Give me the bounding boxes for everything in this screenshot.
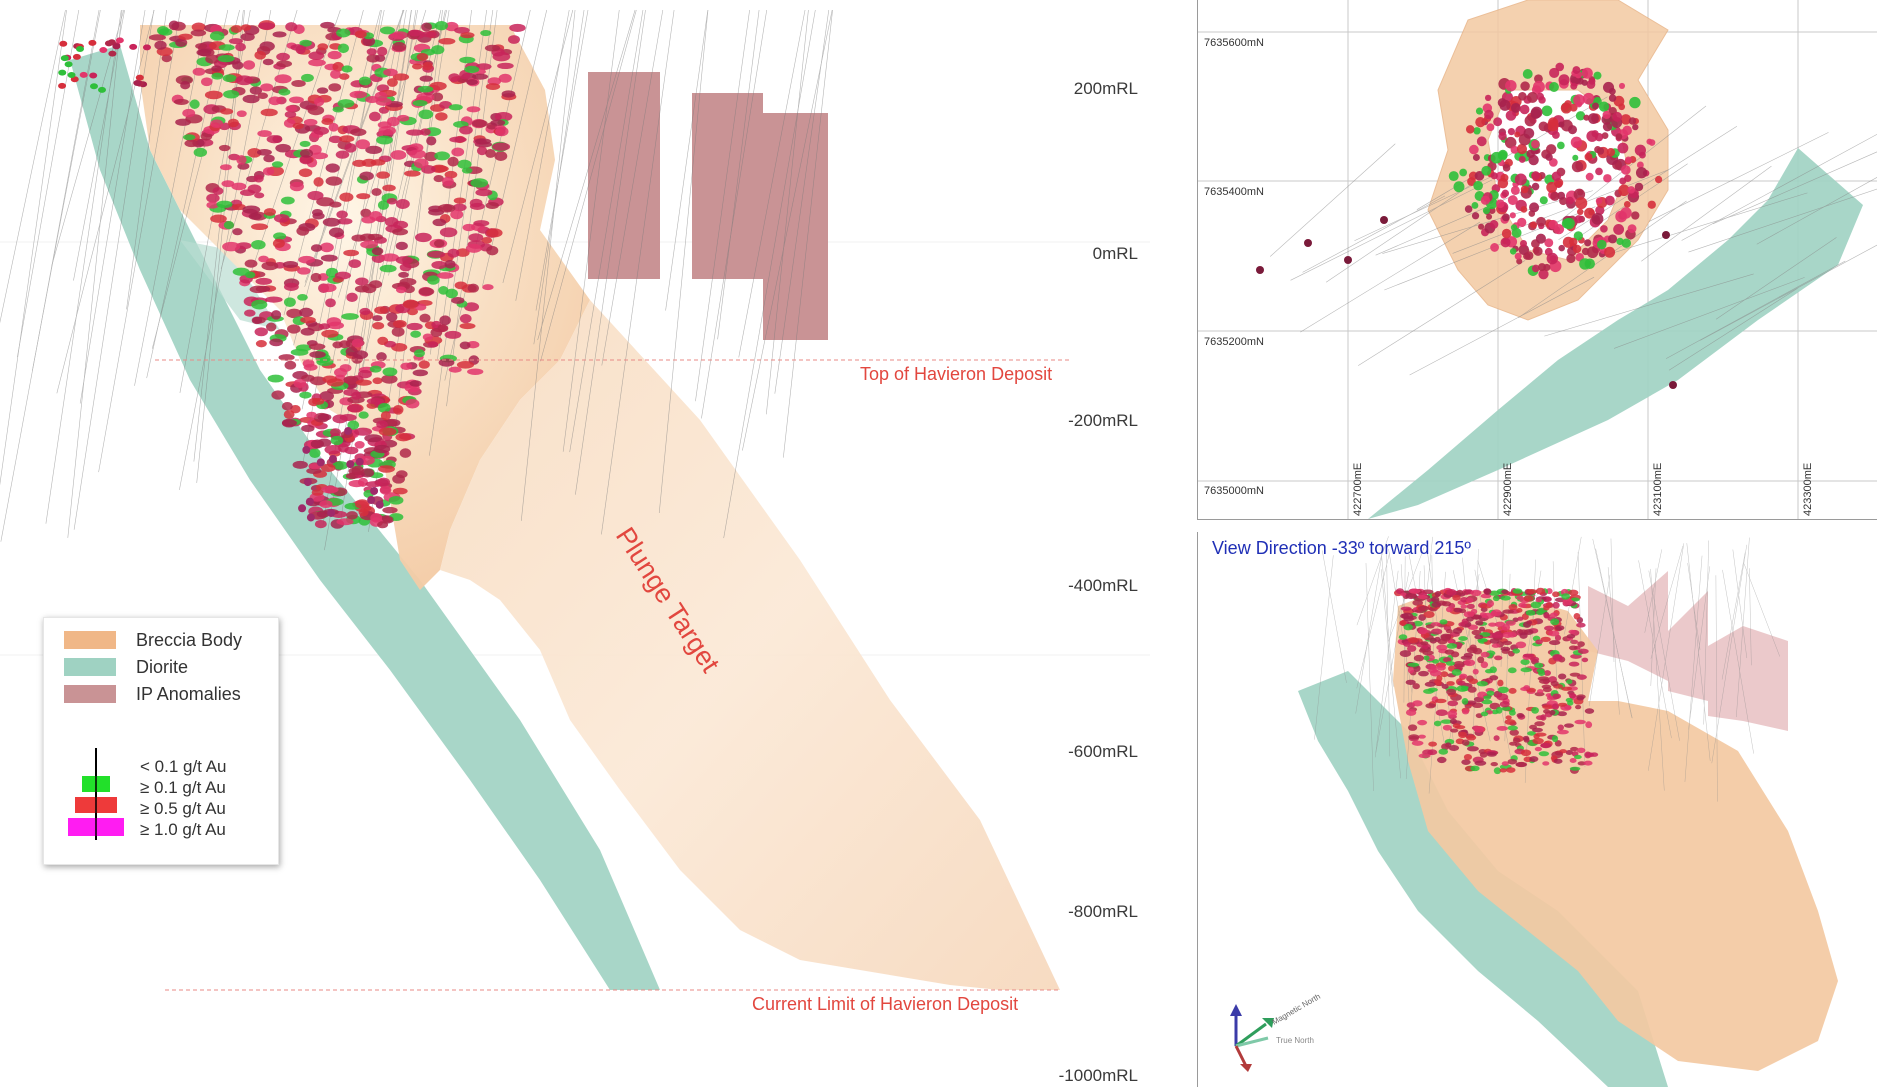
view-direction-title: View Direction -33º torward 215º xyxy=(1212,538,1471,558)
grade-label-lt01: < 0.1 g/t Au xyxy=(140,757,227,776)
plunge-target-body xyxy=(440,300,1060,990)
northing-label-7635400: 7635400mN xyxy=(1204,186,1264,198)
diorite-swatch xyxy=(64,658,116,676)
legend-label: Diorite xyxy=(136,656,189,677)
limit-deposit-label: Current Limit of Havieron Deposit xyxy=(752,994,1019,1014)
long-section-view: Plunge Target xyxy=(0,9,1150,991)
rl-label-minus1000: -1000mRL xyxy=(1058,1066,1138,1085)
assay-intercepts xyxy=(58,20,526,529)
panel-divider-vertical xyxy=(1197,0,1198,1087)
northing-label-7635600: 7635600mN xyxy=(1204,37,1264,49)
rl-label-0: 0mRL xyxy=(1092,244,1138,263)
rl-label-minus600: -600mRL xyxy=(1068,742,1138,761)
rl-label-minus400: -400mRL xyxy=(1068,576,1138,595)
easting-label-422900: 422900mE xyxy=(1502,462,1514,516)
plan-view xyxy=(1198,0,1877,519)
oblique-view: Magnetic North True North xyxy=(1198,531,1877,1087)
legend-item-breccia: Breccia Body xyxy=(64,630,242,650)
grade-label-ge10: ≥ 1.0 g/t Au xyxy=(140,820,226,839)
rl-label-200: 200mRL xyxy=(1073,79,1138,98)
legend-label: Breccia Body xyxy=(136,629,243,650)
legend: Breccia Body Diorite IP Anomalies < 0.1 … xyxy=(43,617,279,865)
northing-label-7635000: 7635000mN xyxy=(1204,485,1264,497)
legend-item-ip: IP Anomalies xyxy=(64,684,241,704)
legend-label: IP Anomalies xyxy=(136,683,241,704)
plan-diorite-body xyxy=(1368,148,1863,519)
grade-label-ge05: ≥ 0.5 g/t Au xyxy=(140,799,226,818)
ip-swatch xyxy=(64,685,116,703)
top-deposit-label: Top of Havieron Deposit xyxy=(860,364,1053,384)
grade-label-ge01: ≥ 0.1 g/t Au xyxy=(140,778,226,797)
easting-label-423300: 423300mE xyxy=(1802,462,1814,516)
drill-traces xyxy=(0,9,833,551)
easting-label-422700: 422700mE xyxy=(1352,462,1364,516)
true-north-label: True North xyxy=(1276,1036,1314,1045)
rl-label-minus200: -200mRL xyxy=(1068,411,1138,430)
breccia-upper-body xyxy=(140,25,590,590)
orientation-arrows-icon xyxy=(1230,1004,1274,1072)
plan-intercepts xyxy=(1256,62,1677,389)
breccia-swatch xyxy=(64,631,116,649)
ip-anomalies xyxy=(588,72,828,340)
grade-symbol-icon xyxy=(68,748,124,840)
northing-label-7635200: 7635200mN xyxy=(1204,336,1264,348)
rl-label-minus800: -800mRL xyxy=(1068,902,1138,921)
legend-item-diorite: Diorite xyxy=(64,657,188,677)
oblique-intercepts xyxy=(1393,587,1599,775)
easting-label-423100: 423100mE xyxy=(1652,462,1664,516)
oblique-breccia-body xyxy=(1393,591,1838,1071)
